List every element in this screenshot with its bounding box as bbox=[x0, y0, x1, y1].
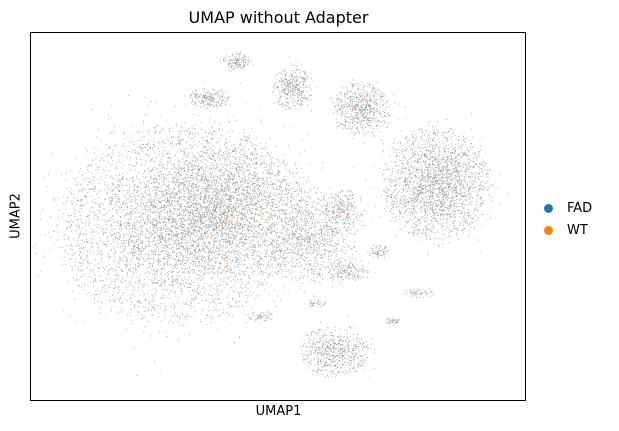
plot-area bbox=[30, 32, 526, 401]
x-axis-label: UMAP1 bbox=[255, 404, 302, 419]
legend-item-fad: FAD bbox=[544, 197, 592, 219]
chart-title: UMAP without Adapter bbox=[188, 8, 369, 27]
legend-label-wt: WT bbox=[567, 222, 588, 238]
y-axis-label: UMAP2 bbox=[8, 193, 24, 239]
legend-marker-fad bbox=[544, 203, 553, 213]
umap-scatter bbox=[32, 51, 508, 379]
legend-marker-wt bbox=[544, 225, 553, 235]
legend-label-fad: FAD bbox=[567, 200, 593, 216]
legend: FAD WT bbox=[544, 197, 592, 241]
legend-item-wt: WT bbox=[544, 219, 592, 241]
